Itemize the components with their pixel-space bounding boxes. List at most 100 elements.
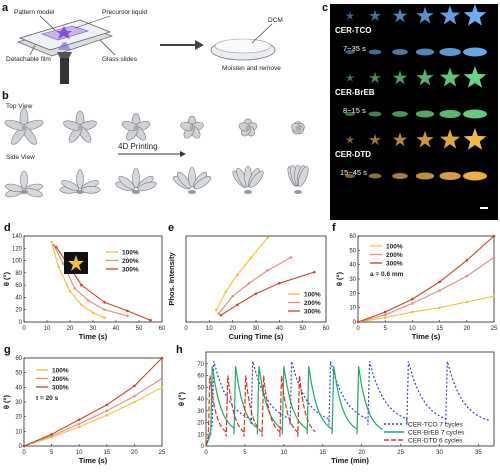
legend-label: 100%: [386, 244, 403, 251]
x-tick-label: 0: [356, 326, 360, 332]
x-tick-label: 30: [253, 326, 260, 332]
star-top-2-1: [368, 133, 382, 146]
chart-annotation: a = 0.6 mm: [370, 271, 404, 278]
y-tick-label: 0: [19, 444, 23, 450]
y-axis-label: θ (°): [335, 271, 344, 286]
data-point: [103, 308, 106, 312]
data-point: [492, 294, 496, 298]
legend-label: 300%: [52, 385, 69, 392]
legend-label: 100%: [52, 368, 69, 375]
legend-label: 300%: [304, 309, 321, 316]
x-axis-label: Time (min): [331, 456, 369, 465]
legend-label: 200%: [122, 258, 139, 265]
data-point: [254, 292, 258, 295]
y-tick-label: 20: [15, 415, 22, 421]
data-point: [492, 234, 496, 238]
star-side-2-5: [463, 171, 487, 181]
legend-label: 300%: [122, 267, 139, 274]
data-point: [438, 306, 441, 309]
series-line-2: [23, 378, 163, 447]
data-point: [411, 310, 414, 314]
x-tick-label: 50: [299, 326, 306, 332]
flower-side-2: [59, 169, 101, 194]
flower-side-4: [172, 167, 212, 194]
series-line-1: [23, 386, 163, 447]
star-side-0-2: [392, 49, 408, 55]
y-tick-label: 10: [349, 306, 356, 312]
data-point: [50, 432, 53, 436]
data-point: [356, 320, 360, 324]
star-top-1-3: [416, 68, 434, 86]
x-tick-label: 10: [76, 450, 83, 456]
y-tick-label: 40: [15, 385, 22, 391]
y-tick-label: 20: [197, 421, 204, 427]
y-axis-label: Phos. Intensity: [167, 252, 176, 306]
series-line-3: [23, 357, 163, 447]
data-point: [411, 302, 414, 305]
data-point: [278, 282, 281, 285]
x-tick-label: 0: [22, 326, 26, 332]
star-top-1-2: [392, 70, 408, 85]
y-axis-label: θ (°): [2, 271, 11, 286]
data-point: [266, 269, 269, 272]
y-tick-label: 60: [15, 283, 22, 289]
star-side-1-1: [368, 111, 382, 117]
legend-label: 200%: [304, 300, 321, 307]
x-tick-label: 35: [475, 450, 482, 456]
moisten-remove-label: Moisten and remove: [222, 65, 281, 72]
star-side-2-0: [345, 174, 355, 178]
y-axis-label: θ (°): [177, 391, 186, 406]
y-tick-label: 60: [15, 356, 22, 362]
y-tick-label: 10: [15, 429, 22, 435]
data-point: [313, 270, 316, 274]
legend-label: 100%: [304, 292, 321, 299]
x-tick-label: 20: [229, 326, 236, 332]
star-top-0-2: [392, 8, 408, 23]
star-top-0-4: [439, 5, 461, 25]
legend-label: 100%: [122, 250, 139, 257]
top-view-label: Top View: [6, 103, 33, 110]
legend-label: CER-BrEB 7 cycles: [408, 430, 465, 437]
data-point: [103, 301, 106, 304]
chart-d: 0 10 20 30 40 50 60 0 20 40 60 80 100 120 140 Time (s) θ…: [2, 234, 166, 341]
panel-a-label: a: [2, 2, 9, 14]
precursor-liquid-label: Precursor liquid: [102, 9, 148, 16]
scale-bar: [480, 207, 488, 209]
flower-top-1: [4, 108, 44, 145]
x-tick-label: 5: [243, 450, 247, 456]
cer-dtd-time: 15~45 s: [340, 168, 367, 177]
flower-top-6: [291, 121, 305, 135]
chart-g: 0 5 10 15 20 25 0 10 20 30 40 50 60 Time (s) θ (°) 100%…: [2, 356, 166, 465]
panel-f-label: f: [332, 222, 336, 234]
x-tick-label: 0: [22, 450, 26, 456]
data-point: [105, 413, 109, 417]
y-axis-label: θ (°): [2, 394, 11, 409]
x-tick-label: 10: [44, 326, 51, 332]
data-point: [61, 262, 65, 265]
x-tick-label: 10: [280, 450, 287, 456]
panel-c-label: c: [322, 2, 329, 14]
star-side-1-3: [415, 110, 435, 118]
data-point: [236, 273, 239, 276]
panel-b-label: b: [2, 90, 9, 102]
panel-e-label: e: [168, 222, 175, 234]
x-tick-label: 25: [397, 450, 404, 456]
star-side-0-3: [415, 48, 435, 56]
x-tick-label: 30: [90, 326, 97, 332]
series-line-3: [55, 246, 151, 321]
y-tick-label: 40: [15, 295, 22, 301]
series-line-2: [53, 244, 128, 317]
star-side-2-1: [368, 173, 382, 179]
y-tick-label: 20: [349, 291, 356, 297]
star-side-1-2: [392, 111, 408, 117]
x-tick-label: 25: [491, 326, 498, 332]
data-point: [133, 400, 136, 404]
star-top-2-2: [392, 132, 408, 147]
y-tick-label: 40: [197, 397, 204, 403]
x-tick-label: 25: [159, 450, 166, 456]
x-tick-label: 15: [319, 450, 326, 456]
data-point: [289, 256, 293, 259]
cer-breb-time: 8~15 s: [343, 106, 366, 115]
glass-slides-label: Glass slides: [102, 56, 138, 63]
y-tick-label: 50: [349, 248, 356, 254]
